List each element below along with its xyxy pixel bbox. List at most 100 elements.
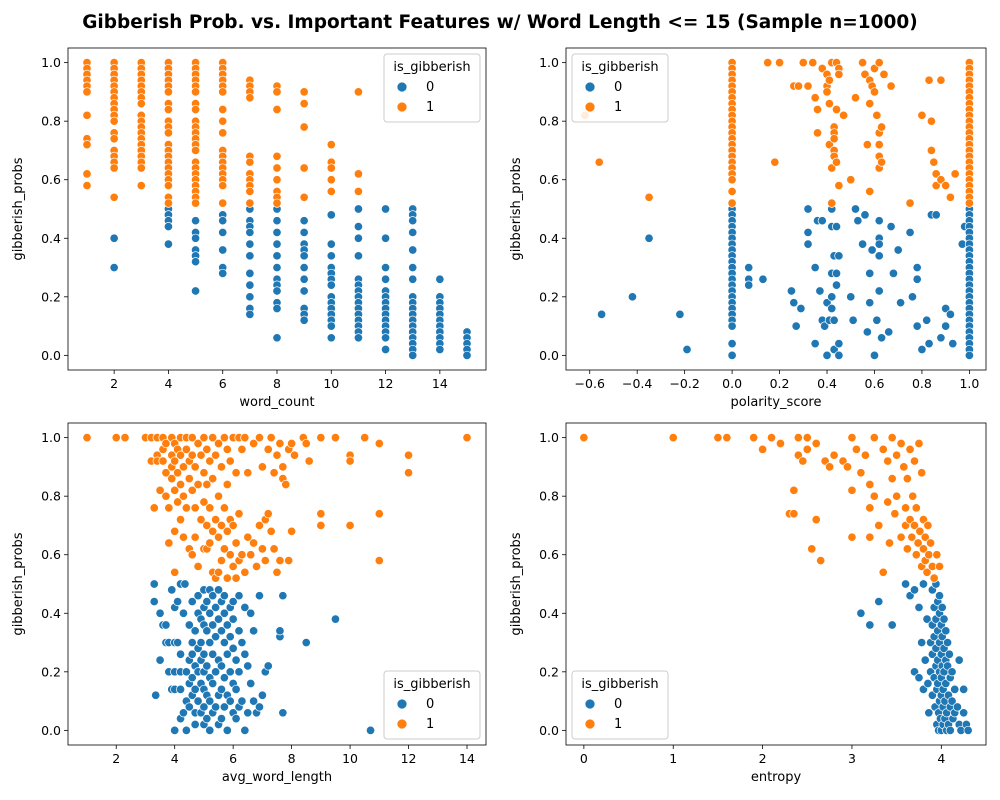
- data-point: [243, 708, 253, 718]
- data-point: [874, 239, 884, 249]
- data-point: [216, 556, 227, 566]
- data-point: [170, 485, 180, 495]
- data-point: [191, 233, 201, 243]
- data-point: [202, 520, 212, 531]
- data-point: [874, 140, 884, 150]
- data-point: [228, 520, 238, 531]
- data-point: [408, 274, 418, 284]
- y-tick-label: 0.4: [41, 231, 61, 246]
- y-tick-label: 1.0: [539, 55, 559, 70]
- data-point: [202, 444, 212, 454]
- data-point: [254, 520, 265, 531]
- data-point: [266, 433, 276, 443]
- data-point: [275, 438, 285, 449]
- data-point: [922, 567, 932, 577]
- data-point: [216, 714, 227, 724]
- data-point: [403, 468, 414, 478]
- y-tick-label: 1.0: [41, 55, 61, 70]
- data-point: [228, 561, 238, 571]
- data-point: [202, 626, 212, 636]
- data-point: [812, 104, 823, 115]
- data-point: [254, 702, 265, 712]
- x-tick-label: −0.6: [575, 376, 605, 391]
- data-point: [827, 292, 837, 302]
- data-point: [193, 591, 203, 601]
- data-point: [187, 637, 197, 648]
- data-point: [245, 309, 255, 319]
- data-point: [163, 104, 173, 115]
- data-point: [272, 151, 282, 161]
- data-point: [803, 239, 813, 249]
- x-tick-label: 0.6: [865, 376, 885, 391]
- data-point: [644, 192, 654, 202]
- x-tick-label: 0.0: [722, 376, 742, 391]
- data-point: [190, 719, 200, 730]
- data-point: [758, 274, 768, 284]
- data-point: [163, 128, 173, 138]
- data-point: [862, 327, 872, 337]
- data-point: [211, 450, 221, 460]
- data-point: [902, 544, 912, 554]
- data-point: [326, 186, 336, 196]
- data-point: [914, 438, 924, 449]
- data-point: [240, 725, 250, 735]
- data-point: [287, 438, 297, 449]
- data-point: [713, 433, 723, 443]
- data-point: [281, 479, 291, 490]
- data-point: [827, 163, 837, 173]
- data-point: [219, 608, 229, 618]
- data-point: [353, 222, 363, 232]
- data-point: [789, 298, 799, 308]
- series-1: [82, 58, 363, 208]
- data-point: [954, 655, 964, 665]
- data-point: [222, 444, 232, 454]
- data-point: [831, 157, 842, 167]
- data-point: [627, 292, 637, 302]
- data-point: [208, 433, 218, 443]
- data-point: [237, 696, 247, 706]
- data-point: [330, 614, 341, 624]
- data-point: [914, 673, 924, 683]
- data-point: [219, 673, 229, 683]
- legend-entry: 0: [426, 80, 434, 95]
- data-point: [272, 87, 282, 97]
- data-point: [163, 198, 173, 208]
- data-point: [892, 450, 902, 460]
- data-point: [926, 145, 936, 156]
- legend-marker: [396, 81, 408, 93]
- data-point: [299, 262, 309, 273]
- data-point: [243, 468, 253, 478]
- data-point: [964, 350, 974, 360]
- data-point: [205, 503, 215, 513]
- data-point: [149, 503, 159, 513]
- data-point: [924, 75, 934, 85]
- data-point: [155, 655, 165, 665]
- data-point: [926, 538, 936, 548]
- data-point: [825, 462, 835, 472]
- data-point: [161, 468, 171, 478]
- data-point: [199, 702, 209, 712]
- data-point: [820, 321, 830, 331]
- data-point: [275, 626, 285, 636]
- data-point: [727, 350, 737, 360]
- data-point: [170, 567, 180, 577]
- data-point: [860, 450, 870, 460]
- data-point: [917, 637, 927, 648]
- data-point: [275, 556, 285, 566]
- data-point: [245, 239, 255, 249]
- data-point: [272, 198, 282, 208]
- data-point: [727, 186, 737, 196]
- data-point: [865, 268, 875, 278]
- data-point: [254, 591, 265, 601]
- data-point: [815, 286, 825, 296]
- data-point: [888, 268, 899, 278]
- axes-frame: [67, 47, 487, 371]
- legend-marker: [396, 698, 408, 710]
- data-point: [817, 216, 827, 226]
- legend: is_gibberish 0 1: [383, 670, 481, 740]
- data-point: [360, 433, 370, 443]
- data-point: [727, 198, 737, 208]
- data-point: [231, 684, 241, 694]
- data-point: [905, 227, 915, 237]
